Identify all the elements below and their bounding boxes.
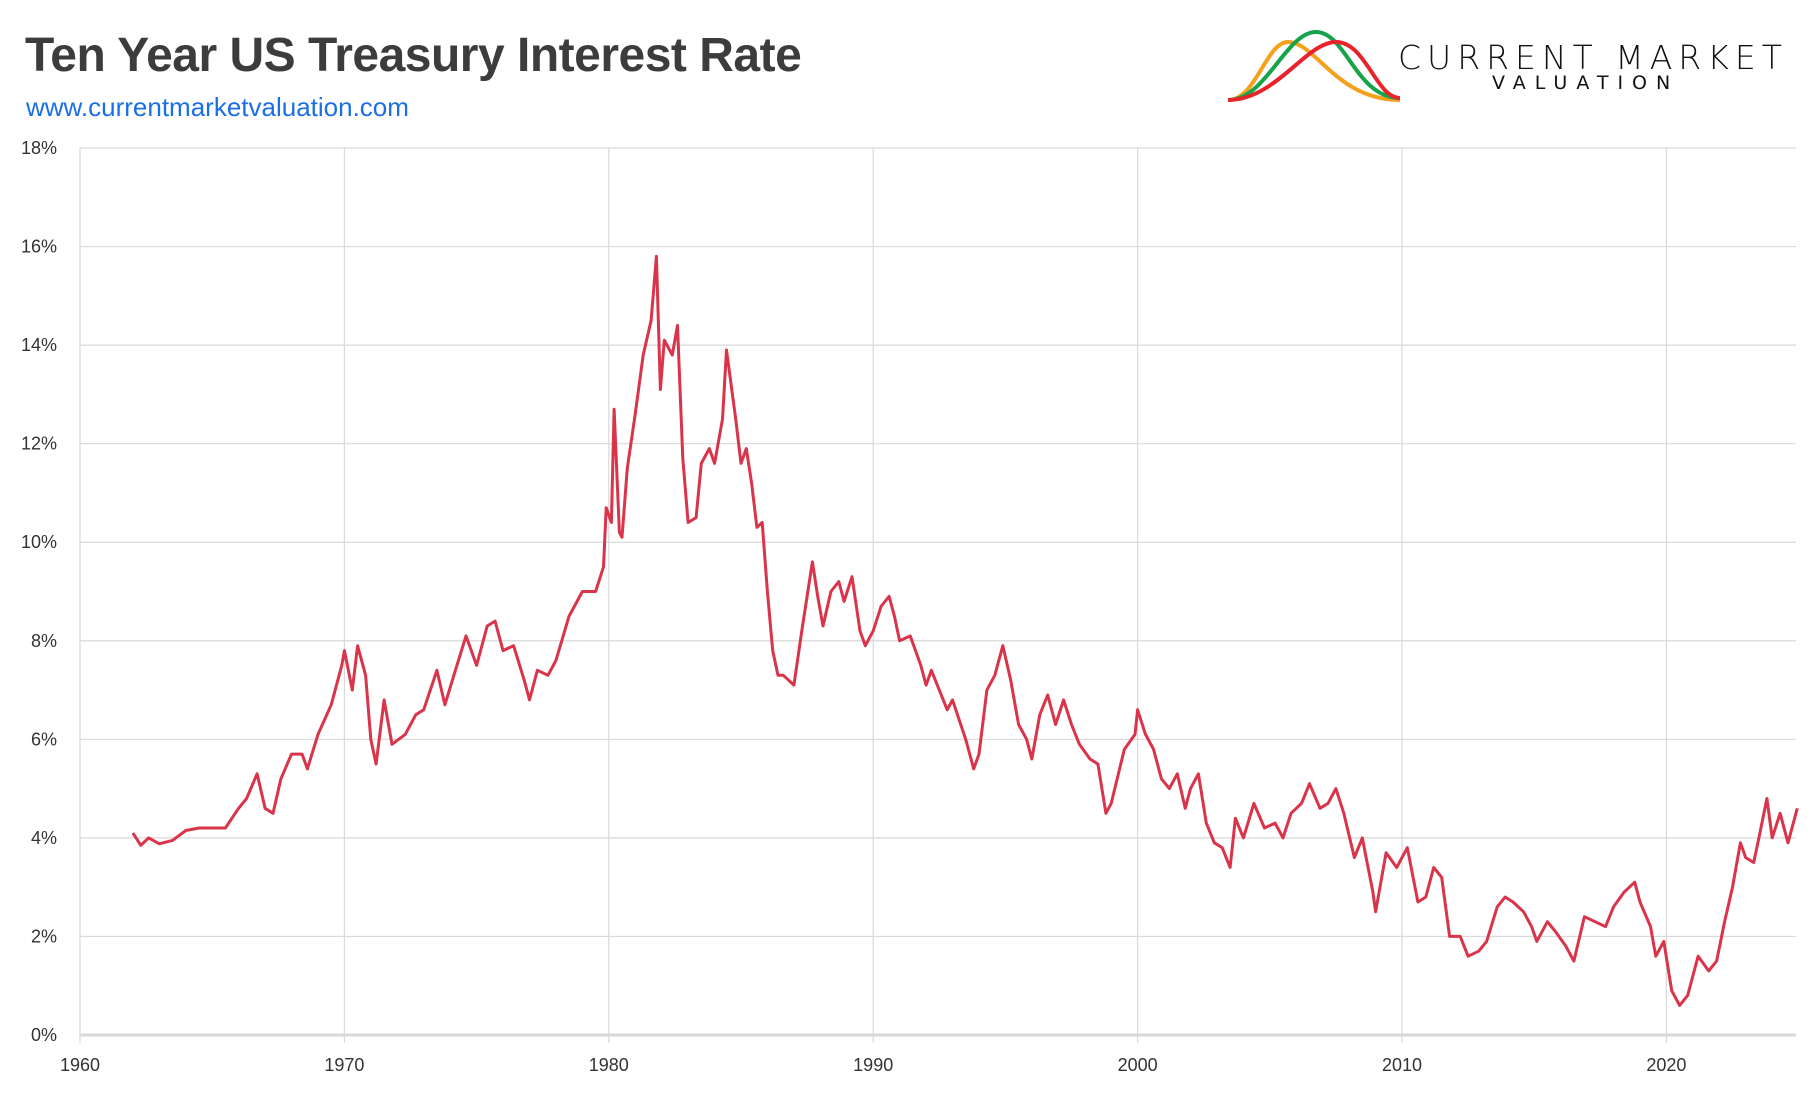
x-tick-label: 2000 [1118,1055,1158,1075]
logo-curves-icon [1227,29,1401,102]
website-link[interactable]: www.currentmarketvaluation.com [26,92,409,122]
x-tick-label: 2020 [1646,1055,1686,1075]
series-line [131,254,1799,1007]
logo-curve-red [1227,39,1401,102]
y-tick-label: 10% [21,532,57,552]
chart-title: Ten Year US Treasury Interest Rate [25,29,802,82]
y-tick-label: 8% [31,631,57,651]
x-tick-label: 2010 [1382,1055,1422,1075]
y-tick-label: 2% [31,926,57,946]
logo-subtitle: VALUATION [1492,72,1680,94]
x-tick-label: 1990 [853,1055,893,1075]
y-tick-label: 12% [21,434,57,454]
y-tick-label: 6% [31,729,57,749]
x-axis-ticks: 1960 1970 1980 1990 2000 2010 2020 [60,1055,1686,1075]
y-tick-label: 0% [31,1025,57,1045]
x-tick-label: 1970 [324,1055,364,1075]
y-tick-label: 16% [21,237,57,257]
logo-curve-orange [1227,39,1401,102]
y-tick-label: 18% [21,138,57,158]
y-tick-label: 14% [21,335,57,355]
grid [79,147,1796,1043]
y-tick-label: 4% [31,828,57,848]
logo-curve-green [1227,29,1401,102]
x-tick-label: 1960 [60,1055,100,1075]
x-tick-label: 1980 [589,1055,629,1075]
logo-name: CURRENT MARKET [1398,38,1788,77]
y-axis-ticks: 0% 2% 4% 6% 8% 10% 12% 14% 16% 18% [21,138,57,1045]
